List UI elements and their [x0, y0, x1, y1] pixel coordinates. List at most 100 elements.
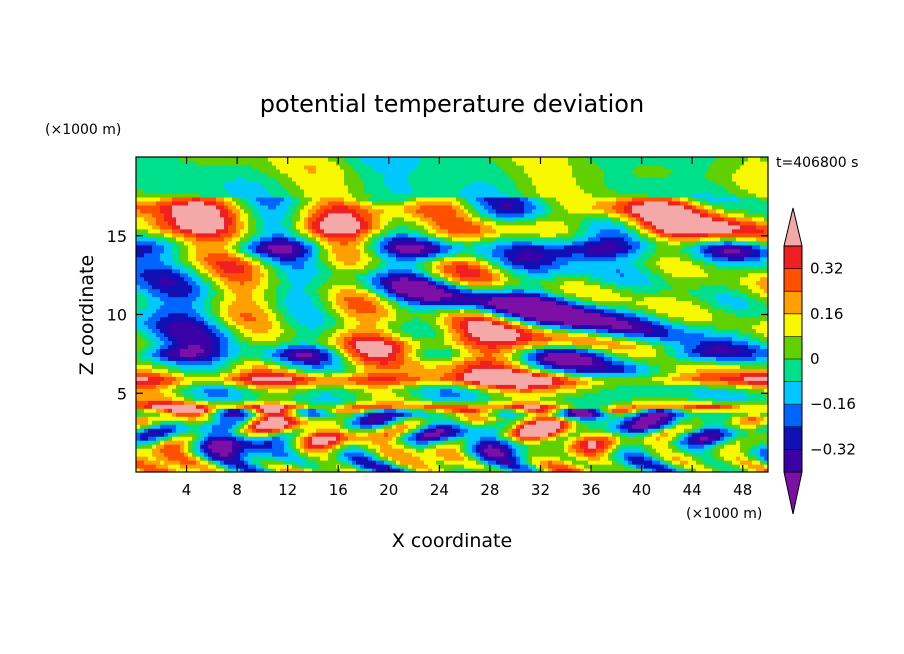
contour-cell — [672, 196, 681, 202]
contour-cell — [712, 452, 721, 457]
contour-cell — [748, 188, 768, 194]
contour-cell — [180, 228, 193, 234]
contour-cell — [168, 292, 189, 298]
contour-cell — [596, 408, 601, 413]
contour-cell — [188, 456, 197, 461]
contour-cell — [340, 444, 349, 449]
contour-cell — [224, 468, 229, 472]
colorbar-label: 0.16 — [810, 305, 843, 323]
contour-cell — [384, 244, 389, 250]
contour-cell — [756, 356, 768, 361]
contour-cell — [212, 296, 225, 302]
contour-cell — [360, 408, 365, 413]
contour-cell — [584, 240, 605, 246]
contour-cell — [288, 404, 297, 409]
contour-cell — [388, 352, 397, 357]
contour-cell — [468, 212, 473, 218]
contour-cell — [732, 172, 768, 178]
contour-cell — [344, 157, 361, 162]
contour-cell — [608, 452, 613, 457]
contour-cell — [748, 208, 768, 214]
colorbar-band — [784, 313, 802, 337]
contour-cell — [388, 292, 397, 298]
contour-cell — [440, 296, 493, 302]
contour-cell — [700, 208, 709, 214]
contour-cell — [228, 188, 269, 194]
contour-cell — [628, 224, 637, 230]
contour-cell — [204, 396, 241, 401]
contour-cell — [348, 352, 353, 357]
contour-cell — [296, 204, 305, 210]
contour-cell — [384, 340, 397, 346]
contour-cell — [316, 408, 325, 413]
contour-cell — [696, 196, 709, 202]
contour-cell — [236, 464, 249, 469]
contour-cell — [156, 340, 165, 346]
contour-cell — [244, 404, 253, 409]
contour-cell — [332, 356, 341, 361]
contour-cell — [388, 284, 393, 290]
contour-cell — [524, 288, 545, 294]
contour-cell — [144, 268, 173, 274]
contour-cell — [568, 428, 577, 433]
contour-cell — [316, 240, 321, 246]
contour-cell — [448, 228, 481, 234]
contour-cell — [144, 336, 153, 342]
contour-cell — [380, 252, 389, 258]
contour-cell — [224, 412, 229, 417]
contour-cell — [512, 176, 533, 182]
contour-cell — [336, 348, 341, 353]
contour-cell — [536, 360, 541, 365]
contour-cell — [180, 252, 189, 258]
contour-cell — [392, 348, 401, 353]
contour-cell — [248, 204, 257, 210]
contour-cell — [600, 284, 617, 290]
contour-cell — [532, 180, 577, 186]
contour-cell — [644, 260, 657, 266]
contour-cell — [236, 216, 241, 222]
contour-cell — [304, 460, 317, 465]
contour-cell — [136, 396, 173, 401]
contour-cell — [480, 200, 489, 206]
contour-cell — [232, 456, 241, 461]
contour-cell — [192, 320, 205, 326]
contour-cell — [452, 288, 461, 294]
contour-cell — [556, 360, 593, 365]
contour-cell — [356, 276, 365, 282]
contour-cell — [524, 360, 529, 365]
contour-cell — [500, 320, 509, 326]
contour-cell — [496, 236, 577, 242]
contour-cell — [644, 308, 657, 314]
contour-cell — [444, 256, 477, 262]
contour-cell — [592, 384, 617, 389]
contour-cell — [204, 448, 209, 453]
contour-cell — [232, 440, 241, 445]
contour-cell — [312, 436, 337, 441]
contour-cell — [512, 264, 525, 270]
contour-cell — [356, 412, 365, 417]
contour-cell — [328, 352, 333, 357]
contour-cell — [364, 244, 369, 250]
contour-cell — [520, 188, 537, 194]
contour-cell — [456, 436, 469, 441]
contour-cell — [400, 276, 409, 282]
contour-cell — [236, 292, 253, 298]
contour-cell — [480, 448, 485, 453]
contour-cell — [612, 360, 625, 365]
contour-cell — [608, 408, 613, 413]
contour-cell — [692, 244, 701, 250]
contour-cell — [432, 396, 477, 401]
contour-cell — [260, 420, 289, 425]
contour-cell — [604, 348, 613, 353]
contour-cell — [400, 432, 405, 437]
contour-cell — [204, 408, 209, 413]
contour-cell — [524, 168, 573, 174]
contour-cell — [380, 256, 385, 262]
contour-cell — [208, 284, 213, 290]
contour-cell — [652, 372, 669, 377]
contour-cell — [512, 468, 533, 472]
contour-cell — [688, 412, 733, 417]
contour-cell — [288, 228, 297, 234]
contour-cell — [396, 392, 413, 397]
contour-cell — [296, 208, 301, 214]
